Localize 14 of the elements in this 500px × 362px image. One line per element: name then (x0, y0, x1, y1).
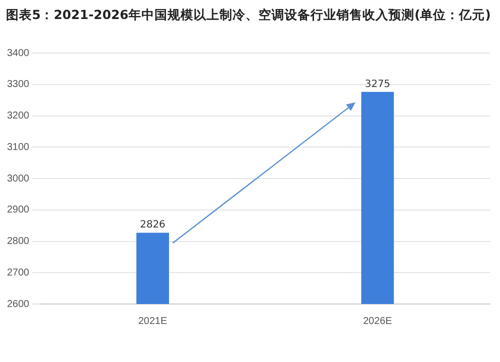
y-tick-label: 2700 (6, 267, 30, 278)
y-tick-label: 2600 (6, 298, 30, 310)
data-label: 2826 (140, 220, 166, 231)
y-tick-label: 2900 (6, 204, 30, 216)
data-label: 3275 (364, 78, 390, 90)
x-tick-label: 2021E (138, 316, 168, 327)
y-tick-label: 3000 (6, 173, 30, 184)
y-tick-label: 2800 (6, 236, 30, 247)
y-tick-label: 3100 (6, 142, 30, 153)
x-tick-label: 2026E (363, 316, 392, 327)
y-tick-label: 3200 (6, 110, 30, 122)
chart-title: 图表5：2021-2026年中国规模以上制冷、空调设备行业销售收入预测(单位：亿元) (6, 6, 492, 23)
y-tick-label: 3400 (6, 48, 30, 59)
y-tick-label: 3300 (6, 79, 30, 90)
